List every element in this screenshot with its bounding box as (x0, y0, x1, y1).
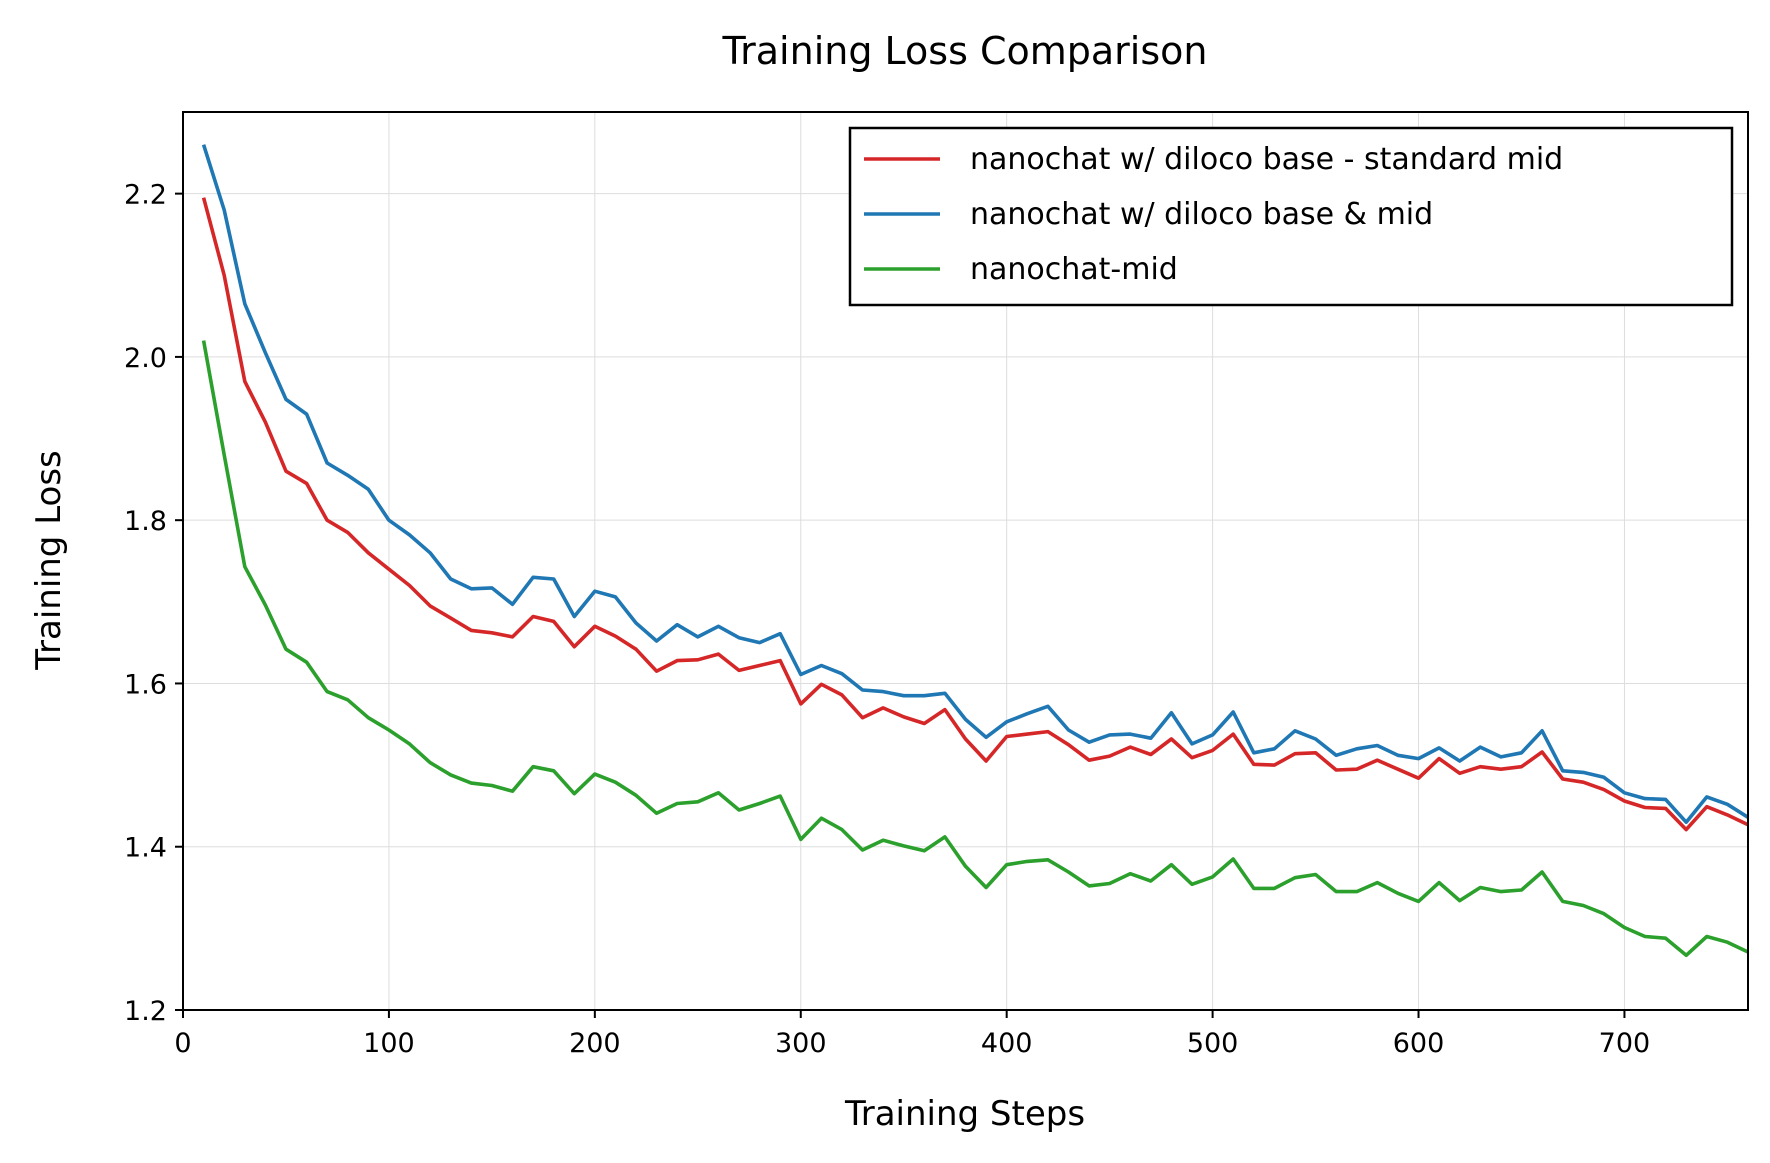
x-tick-label: 100 (363, 1028, 415, 1059)
series-line-2 (201, 144, 1749, 825)
x-tick-label: 400 (981, 1028, 1033, 1059)
x-tick-label: 0 (174, 1028, 191, 1059)
x-tick-label: 300 (775, 1028, 827, 1059)
x-axis-label: Training Steps (844, 1094, 1085, 1134)
y-tick-label: 1.6 (124, 669, 167, 700)
y-tick-label: 2.2 (124, 180, 167, 211)
y-tick-label: 1.4 (124, 833, 167, 864)
x-tick-label: 600 (1393, 1028, 1445, 1059)
x-tick-label: 500 (1187, 1028, 1239, 1059)
axes: 0 100 200 300 400 500 600 700 1.2 1.4 1.6 1.8 2.0 2.2 (124, 111, 1749, 1059)
y-tick-label: 1.2 (124, 996, 167, 1027)
chart-title: Training Loss Comparison (722, 29, 1208, 73)
legend-label-3: nanochat-mid (970, 252, 1178, 287)
series-line-3 (201, 340, 1749, 958)
series-line-1 (201, 197, 1749, 832)
y-tick-label: 2.0 (124, 343, 167, 374)
legend-label-1: nanochat w/ diloco base - standard mid (970, 142, 1563, 177)
y-axis-label: Training Loss (29, 450, 69, 671)
legend: nanochat w/ diloco base - standard mid na… (848, 126, 1734, 307)
legend-label-2: nanochat w/ diloco base & mid (970, 197, 1433, 232)
x-tick-label: 200 (569, 1028, 621, 1059)
legend-box (848, 126, 1734, 307)
series-lines (201, 144, 1749, 958)
plot-frame (182, 111, 1749, 1011)
x-tick-label: 700 (1599, 1028, 1651, 1059)
y-tick-label: 1.8 (124, 506, 167, 537)
